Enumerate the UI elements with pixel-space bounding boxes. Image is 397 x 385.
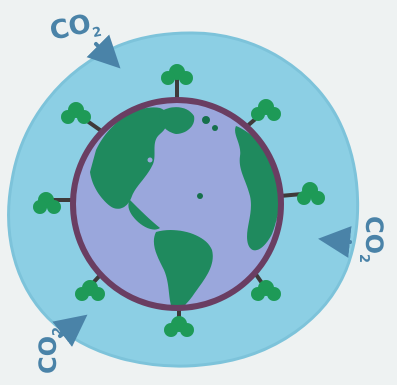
tree-icon xyxy=(161,64,193,85)
continent-central-america xyxy=(128,200,160,230)
co2-arrow-icon xyxy=(318,226,352,258)
co2-label-bottom: CO2 xyxy=(34,327,66,374)
co2-label-right: CO2 xyxy=(356,216,388,263)
tree-icon xyxy=(75,280,105,301)
co2-arrow-icon xyxy=(86,34,121,69)
tree-icon xyxy=(164,316,194,337)
tree-icon xyxy=(61,102,91,124)
continent-greenland xyxy=(159,107,195,134)
earth-icon xyxy=(70,97,284,311)
tree-icon xyxy=(297,182,325,205)
tree-icon xyxy=(251,99,281,121)
globe-outline xyxy=(70,97,284,311)
tree-icon xyxy=(251,280,281,301)
co2-arrows xyxy=(52,34,352,347)
continent-north-america xyxy=(90,107,169,209)
tree-icon xyxy=(33,192,61,214)
co2-arrow-icon xyxy=(52,314,88,347)
trees xyxy=(33,64,325,337)
co2-label-top: CO2 xyxy=(47,7,103,50)
continent-south-america xyxy=(153,230,213,308)
